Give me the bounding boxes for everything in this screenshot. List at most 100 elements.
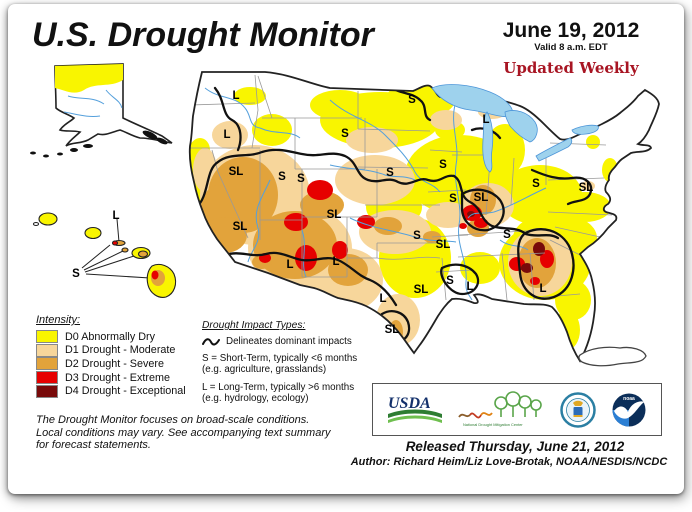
author-line: Author: Richard Heim/Liz Love-Brotak, NO… [350,456,668,468]
impact-label-l: L [466,281,473,293]
usda-wordmark: USDA [388,395,431,412]
hawaii-callout-lines [81,218,151,279]
d2-swatch [36,357,58,371]
ndmc-trees [494,390,543,417]
short-term-label: S = Short-Term, typically <6 months [202,352,358,364]
noaa-seal: noaa [612,393,646,426]
agency-logo-box: USDA National Drought Mitigation Center [372,383,662,436]
drought-impact-types: Drought Impact Types: Delineates dominan… [202,320,382,411]
impact-label-sl: SL [474,192,489,204]
released-line: Released Thursday, June 21, 2012 [405,439,625,454]
alaska-inset [30,63,173,158]
legend-row-d4: D4 Drought - Exceptional [36,384,204,398]
usda-logo: USDA [388,395,443,423]
map-date: June 19, 2012 [502,19,640,42]
impact-label-s: S [446,275,454,287]
intensity-legend: Intensity: D0 Abnormally Dry D1 Drought … [36,314,204,398]
impact-label-s: S [386,167,394,179]
impact-label-l: L [112,210,119,222]
puerto-rico-inset [578,346,647,367]
state-borders [189,74,613,301]
d3-swatch [36,371,58,385]
d1-label: D1 Drought - Moderate [65,344,176,357]
disclaimer-line-3: for forecast statements. [36,439,151,451]
legend-row-d2: D2 Drought - Severe [36,357,204,371]
ndmc-name: National Drought Mitigation Center [463,422,523,427]
hawaii-islands [32,212,177,298]
impact-label-l: L [482,114,489,126]
d0-label: D0 Abnormally Dry [65,330,156,343]
short-term-example: (e.g. agriculture, grasslands) [202,364,327,375]
ndmc-wave-red [469,412,483,418]
d4-regions [467,211,545,273]
short-term-block: S = Short-Term, typically <6 months (e.g… [202,353,382,376]
impact-label-s: S [278,171,286,183]
d1-swatch [36,343,58,357]
usda-field-swoosh [388,409,443,418]
impact-label-sl: SL [579,182,594,194]
ndmc-wave-brown [458,413,472,418]
d0-swatch [36,330,58,344]
delineates-label: Delineates dominant impacts [226,336,352,347]
delineates-row: Delineates dominant impacts [202,336,382,348]
impact-label-s: S [532,178,540,190]
conus [188,71,660,363]
impact-heading: Drought Impact Types: [202,320,306,331]
ndmc-logo: National Drought Mitigation Center [458,390,543,427]
alaska-rivers [63,89,123,117]
squiggle-line-icon [202,338,220,346]
impact-label-l: L [539,283,546,295]
great-lakes [431,84,599,173]
d4-label: D4 Drought - Exceptional [65,385,186,398]
commerce-eagle [572,400,583,406]
impact-label-l: L [286,259,293,271]
impact-label-sl: SL [414,284,429,296]
noaa-wordmark: noaa [623,396,635,402]
page-title: U.S. Drought Monitor [32,16,374,54]
impact-label-s: S [503,229,511,241]
impact-label-s: S [341,128,349,140]
date-block: June 19, 2012 Valid 8 a.m. EDT Updated W… [478,19,664,78]
impact-label-sl: SL [327,209,342,221]
usda-field-swoosh-light [388,415,443,423]
long-term-block: L = Long-Term, typically >6 months (e.g.… [202,382,382,405]
impact-label-s: S [439,159,447,171]
disclaimer: The Drought Monitor focuses on broad-sca… [36,414,330,452]
hawaii-inset [32,212,177,298]
impact-label-s: S [449,193,457,205]
commerce-seal [559,391,596,428]
rivers [204,87,547,301]
impact-label-sl: SL [385,324,400,336]
disclaimer-line-2: Local conditions may vary. See accompany… [36,426,331,439]
legend-heading: Intensity: [36,314,81,326]
long-term-label: L = Long-Term, typically >6 months [202,381,355,393]
d3-label: D3 Drought - Extreme [65,371,171,384]
impact-label-s: S [297,173,305,185]
updated-weekly-note: Updated Weekly [503,59,639,77]
disclaimer-line-1: The Drought Monitor focuses on broad-sca… [36,414,310,426]
noaa-gull [613,400,644,419]
valid-time: Valid 8 a.m. EDT [534,42,608,53]
conus-outline [188,71,660,363]
legend-row-d3: D3 Drought - Extreme [36,371,204,385]
impact-label-l: L [332,256,339,268]
impact-label-sl: SL [436,239,451,251]
impact-label-l: L [379,293,386,305]
long-term-example: (e.g. hydrology, ecology) [202,393,309,404]
impact-label-l: L [223,129,230,141]
legend-row-d1: D1 Drought - Moderate [36,343,204,358]
ndmc-wave-orange [480,411,494,416]
impact-label-s: S [408,94,416,106]
impact-label-s: S [413,230,421,242]
d2-label: D2 Drought - Severe [65,357,165,370]
legend-row-d0: D0 Abnormally Dry [36,330,204,344]
d4-swatch [36,384,58,398]
impact-label-s: S [72,268,80,280]
impact-label-sl: SL [229,166,244,178]
impact-label-sl: SL [233,221,248,233]
impact-boundaries [194,84,593,343]
impact-label-l: L [232,90,239,102]
